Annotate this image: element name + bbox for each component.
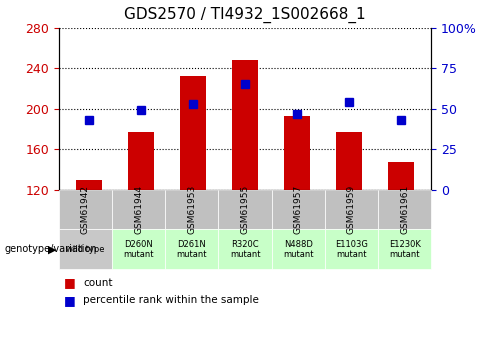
Text: GSM61961: GSM61961 (400, 185, 409, 234)
Text: R320C
mutant: R320C mutant (230, 239, 260, 259)
Text: genotype/variation: genotype/variation (5, 244, 98, 254)
Text: ▶: ▶ (48, 244, 56, 254)
Title: GDS2570 / TI4932_1S002668_1: GDS2570 / TI4932_1S002668_1 (124, 7, 366, 23)
Text: count: count (83, 278, 113, 288)
Text: D261N
mutant: D261N mutant (176, 239, 207, 259)
Bar (76, 180, 102, 190)
Text: GSM61944: GSM61944 (134, 185, 143, 234)
Text: E1230K
mutant: E1230K mutant (389, 239, 420, 259)
Bar (284, 116, 310, 190)
Text: GSM61957: GSM61957 (294, 185, 303, 234)
Text: N488D
mutant: N488D mutant (283, 239, 314, 259)
Text: wild type: wild type (66, 245, 105, 254)
Text: E1103G
mutant: E1103G mutant (335, 239, 368, 259)
Text: ■: ■ (64, 276, 75, 289)
Text: percentile rank within the sample: percentile rank within the sample (83, 295, 259, 305)
Text: GSM61955: GSM61955 (241, 185, 249, 234)
Text: GSM61942: GSM61942 (81, 185, 90, 234)
Text: ■: ■ (64, 294, 75, 307)
Bar (180, 76, 206, 190)
Bar (388, 162, 414, 190)
Bar (128, 132, 154, 190)
Text: GSM61959: GSM61959 (347, 185, 356, 234)
Text: D260N
mutant: D260N mutant (123, 239, 154, 259)
Bar (336, 132, 362, 190)
Bar (232, 60, 258, 190)
Text: GSM61953: GSM61953 (187, 185, 196, 234)
